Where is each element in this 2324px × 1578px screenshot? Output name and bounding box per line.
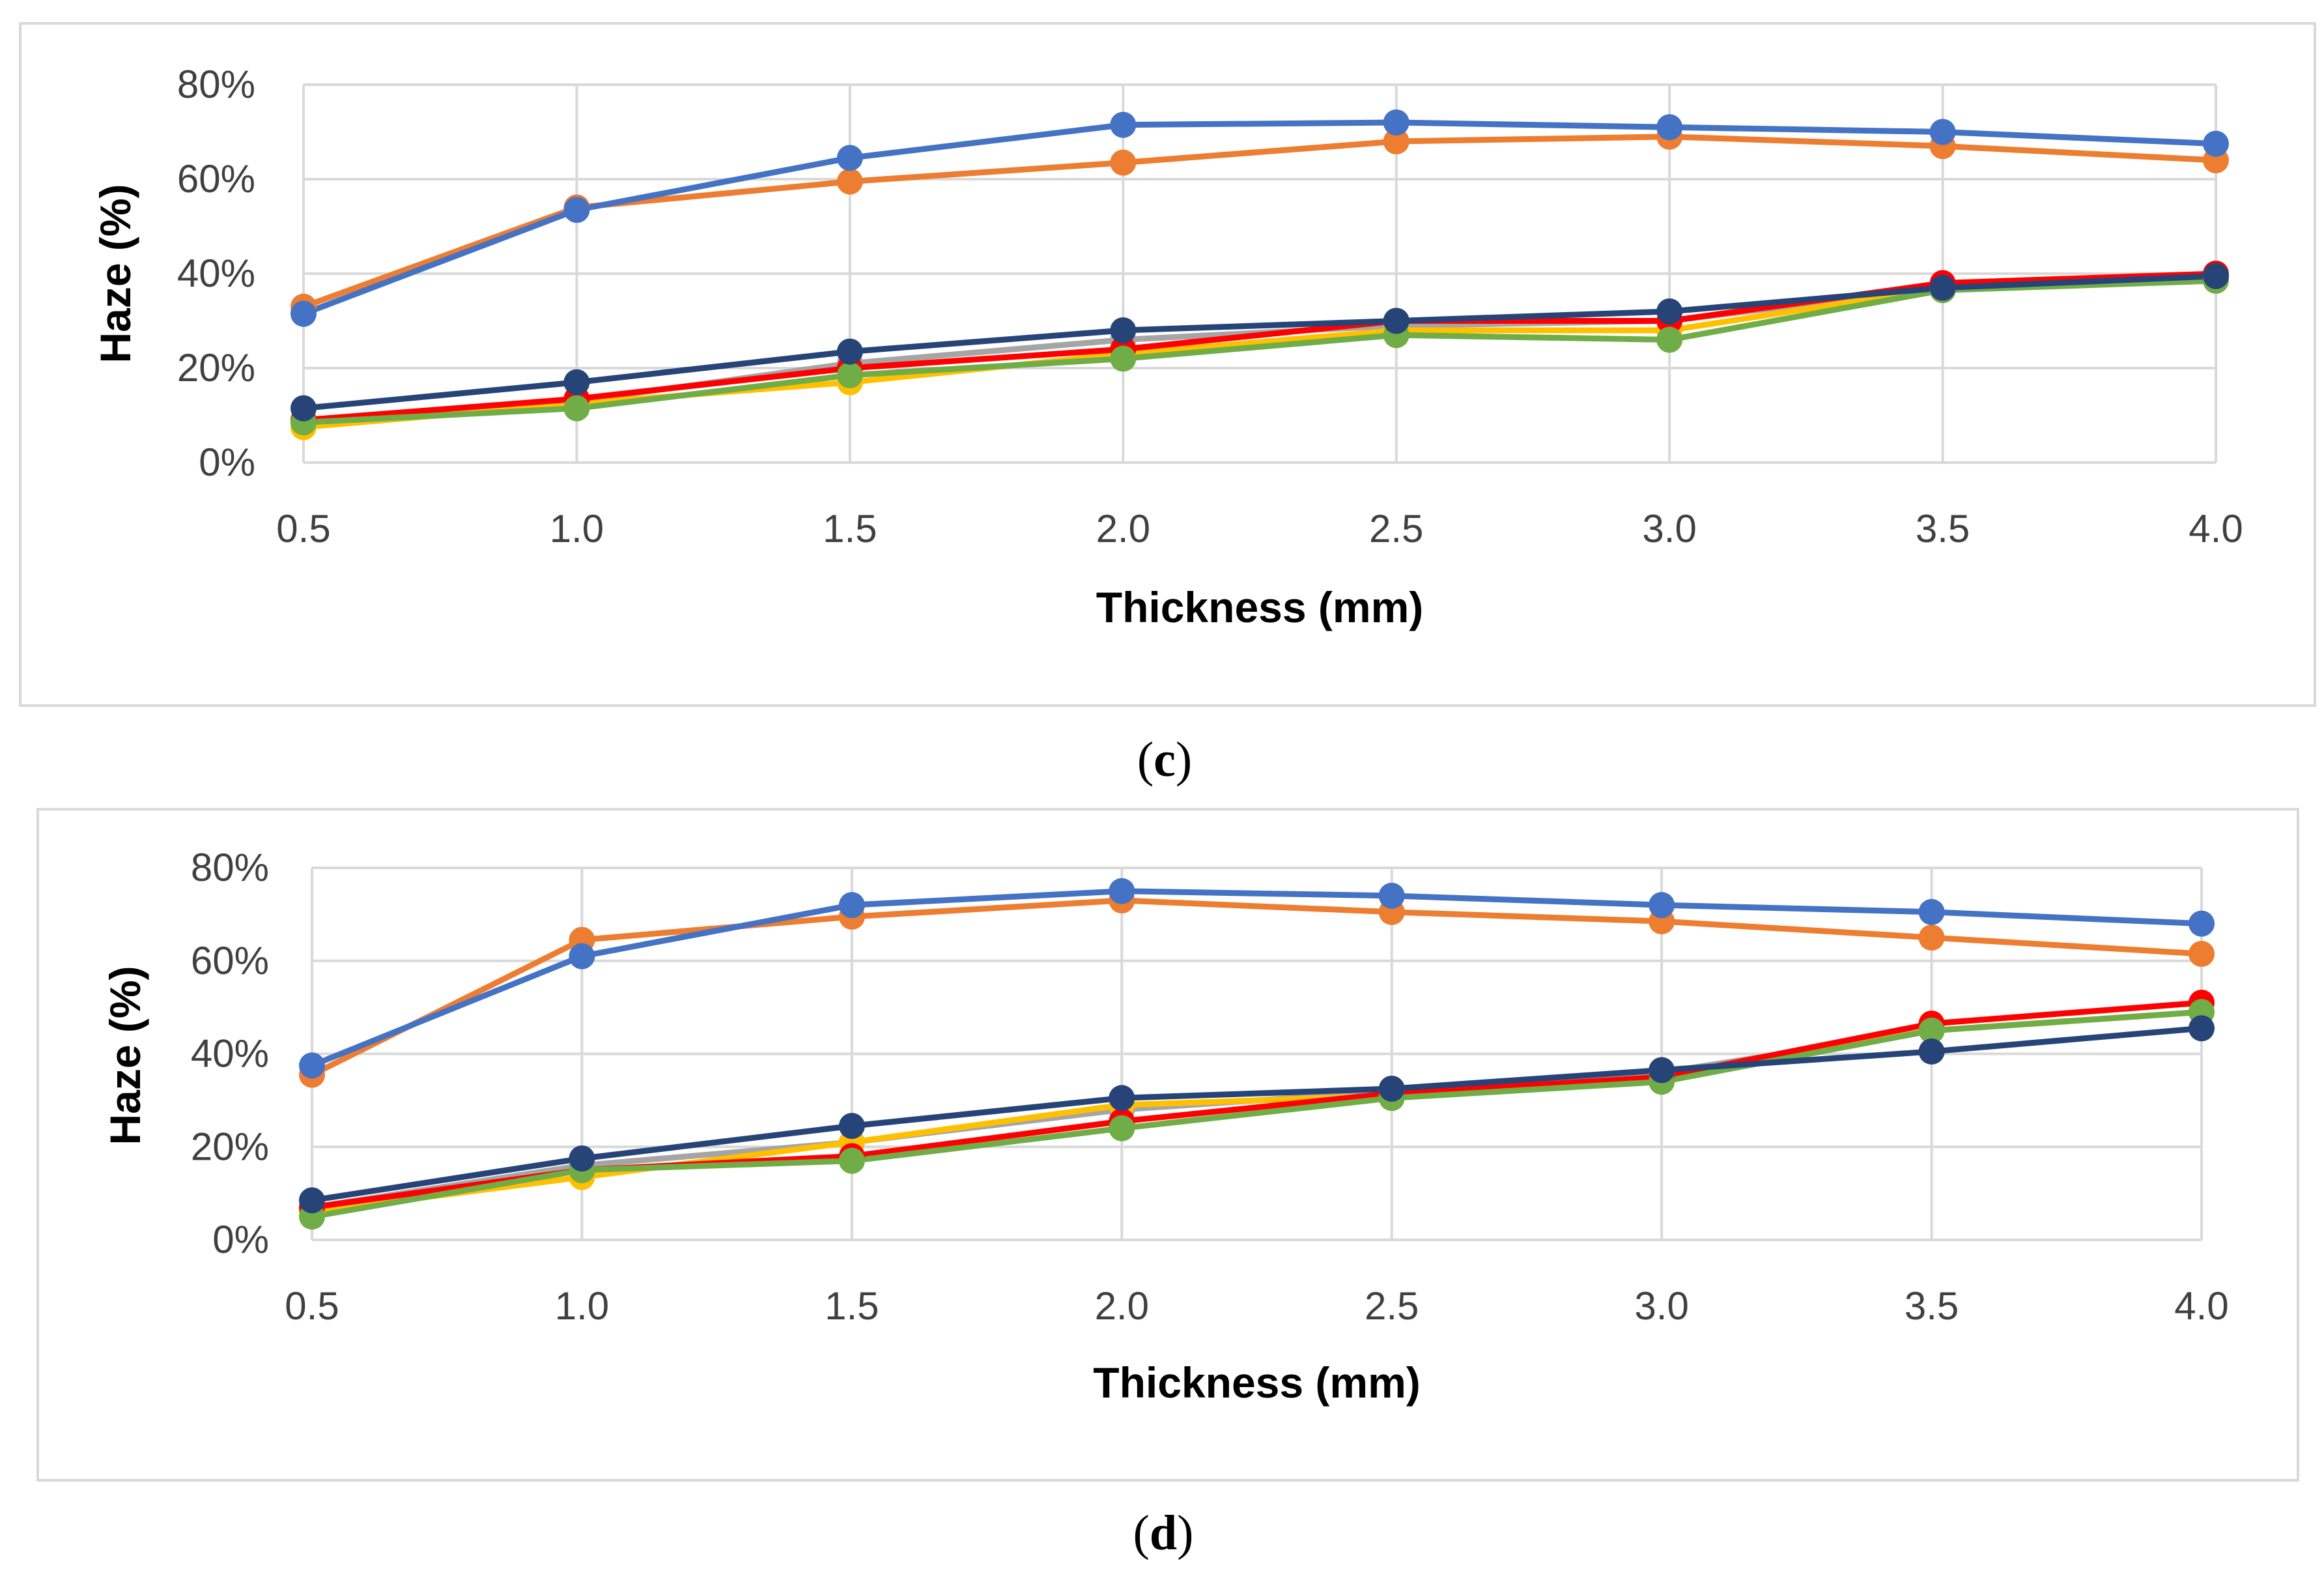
x-tick-label: 2.5 [1365, 1284, 1419, 1328]
series-blue-point [1383, 109, 1410, 136]
series-blue-point [2189, 910, 2215, 937]
y-tick-label: 40% [191, 1032, 269, 1076]
y-tick-label: 20% [177, 346, 255, 390]
y-tick-label: 20% [191, 1125, 269, 1168]
x-tick-label: 2.5 [1369, 507, 1423, 551]
series-blue-line [302, 119, 2217, 317]
y-tick-label: 0% [199, 440, 255, 484]
series-green-point [563, 395, 590, 422]
series-navy-point [1378, 1076, 1405, 1102]
series-blue-point [1109, 878, 1135, 904]
series-navy-point [563, 369, 590, 395]
x-tick-label: 3.5 [1916, 507, 1970, 551]
series-navy-line [311, 1025, 2202, 1203]
x-tick-label: 2.0 [1095, 1284, 1149, 1328]
series-blue-point [2203, 130, 2229, 157]
series-green-point [1918, 1017, 1945, 1044]
y-tick-label: 60% [177, 157, 255, 201]
panel-caption-d: (d) [1133, 1506, 1194, 1560]
x-tick-label: 3.5 [1905, 1284, 1959, 1328]
panel-label-d: d [1149, 1506, 1178, 1560]
y-axis-title: Haze (%) [101, 966, 149, 1145]
x-tick-label: 1.5 [825, 1284, 879, 1328]
series-orange-point [1918, 925, 1945, 951]
y-tick-label: 0% [212, 1218, 269, 1261]
series-navy-point [1110, 317, 1137, 343]
x-tick-label: 0.5 [285, 1284, 339, 1328]
chart-d: 0% 20% 40% 60% 80% 0.5 1.0 1.5 2.0 2.5 3.0 3.5 4.0 Th… [101, 846, 2229, 1407]
series-green-line [311, 1009, 2202, 1220]
x-tick-label: 1.0 [550, 507, 604, 551]
series-blue-point [563, 197, 590, 223]
series-orange-point [1383, 128, 1410, 154]
series-green-point [836, 362, 863, 388]
x-tick-label: 2.0 [1096, 507, 1150, 551]
series-green-point [1109, 1115, 1135, 1141]
y-axis-title: Haze (%) [91, 184, 139, 363]
series-navy-point [1929, 274, 1956, 301]
series-blue-point [1918, 898, 1945, 925]
series-navy-point [2189, 1015, 2215, 1042]
series-orange-point [1110, 149, 1137, 176]
series-navy-point [836, 338, 863, 365]
x-axis-title: Thickness (mm) [1093, 1358, 1420, 1407]
series-navy-point [1649, 1057, 1675, 1083]
series-navy-point [1109, 1085, 1135, 1112]
series-blue-point [290, 300, 317, 327]
x-tick-label: 3.0 [1634, 1284, 1688, 1328]
series-orange-line [302, 134, 2217, 309]
series-navy-point [1918, 1038, 1945, 1065]
series-navy-point [290, 395, 317, 422]
series-navy-point [838, 1113, 865, 1140]
series-blue-point [1110, 111, 1137, 138]
series-green-point [1110, 345, 1137, 372]
series-blue-line [311, 888, 2202, 1069]
panel-caption-c: (c) [1137, 732, 1193, 787]
series-green-point [838, 1147, 865, 1174]
series-navy-point [1656, 298, 1683, 324]
series-green-line [303, 278, 2217, 425]
series-navy-point [2203, 263, 2229, 289]
series-blue-point [836, 145, 863, 171]
series-navy-line [303, 273, 2217, 412]
series-blue-point [299, 1052, 325, 1079]
series-blue-point [569, 943, 595, 969]
y-tick-label: 80% [191, 846, 269, 889]
series-navy-point [299, 1187, 325, 1214]
series-blue-point [1378, 882, 1405, 909]
series-blue-point [838, 892, 865, 919]
series-blue-point [1649, 892, 1675, 919]
series-navy-point [569, 1145, 595, 1172]
series-orange-point [836, 168, 863, 195]
series-blue-point [1656, 114, 1683, 141]
chart-c: 0% 20% 40% 60% 80% 0.5 1.0 1.5 2.0 2.5 3.0 3.5 4.0 Th… [91, 63, 2243, 631]
x-tick-label: 4.0 [2189, 507, 2243, 551]
x-tick-label: 1.5 [823, 507, 877, 551]
x-tick-label: 0.5 [276, 507, 330, 551]
series-orange-line [310, 897, 2202, 1078]
y-tick-label: 60% [191, 939, 269, 983]
series-navy-point [1383, 308, 1410, 334]
y-tick-label: 80% [177, 63, 255, 106]
series-blue-point [1929, 119, 1956, 145]
y-tick-label: 40% [177, 251, 255, 295]
x-tick-label: 3.0 [1642, 507, 1696, 551]
series-green-point [1656, 326, 1683, 353]
panel-label-c: c [1154, 732, 1176, 787]
x-tick-label: 4.0 [2174, 1284, 2228, 1328]
series-orange-point [2189, 941, 2215, 968]
x-tick-label: 1.0 [555, 1284, 609, 1328]
x-axis-title: Thickness (mm) [1096, 583, 1423, 631]
